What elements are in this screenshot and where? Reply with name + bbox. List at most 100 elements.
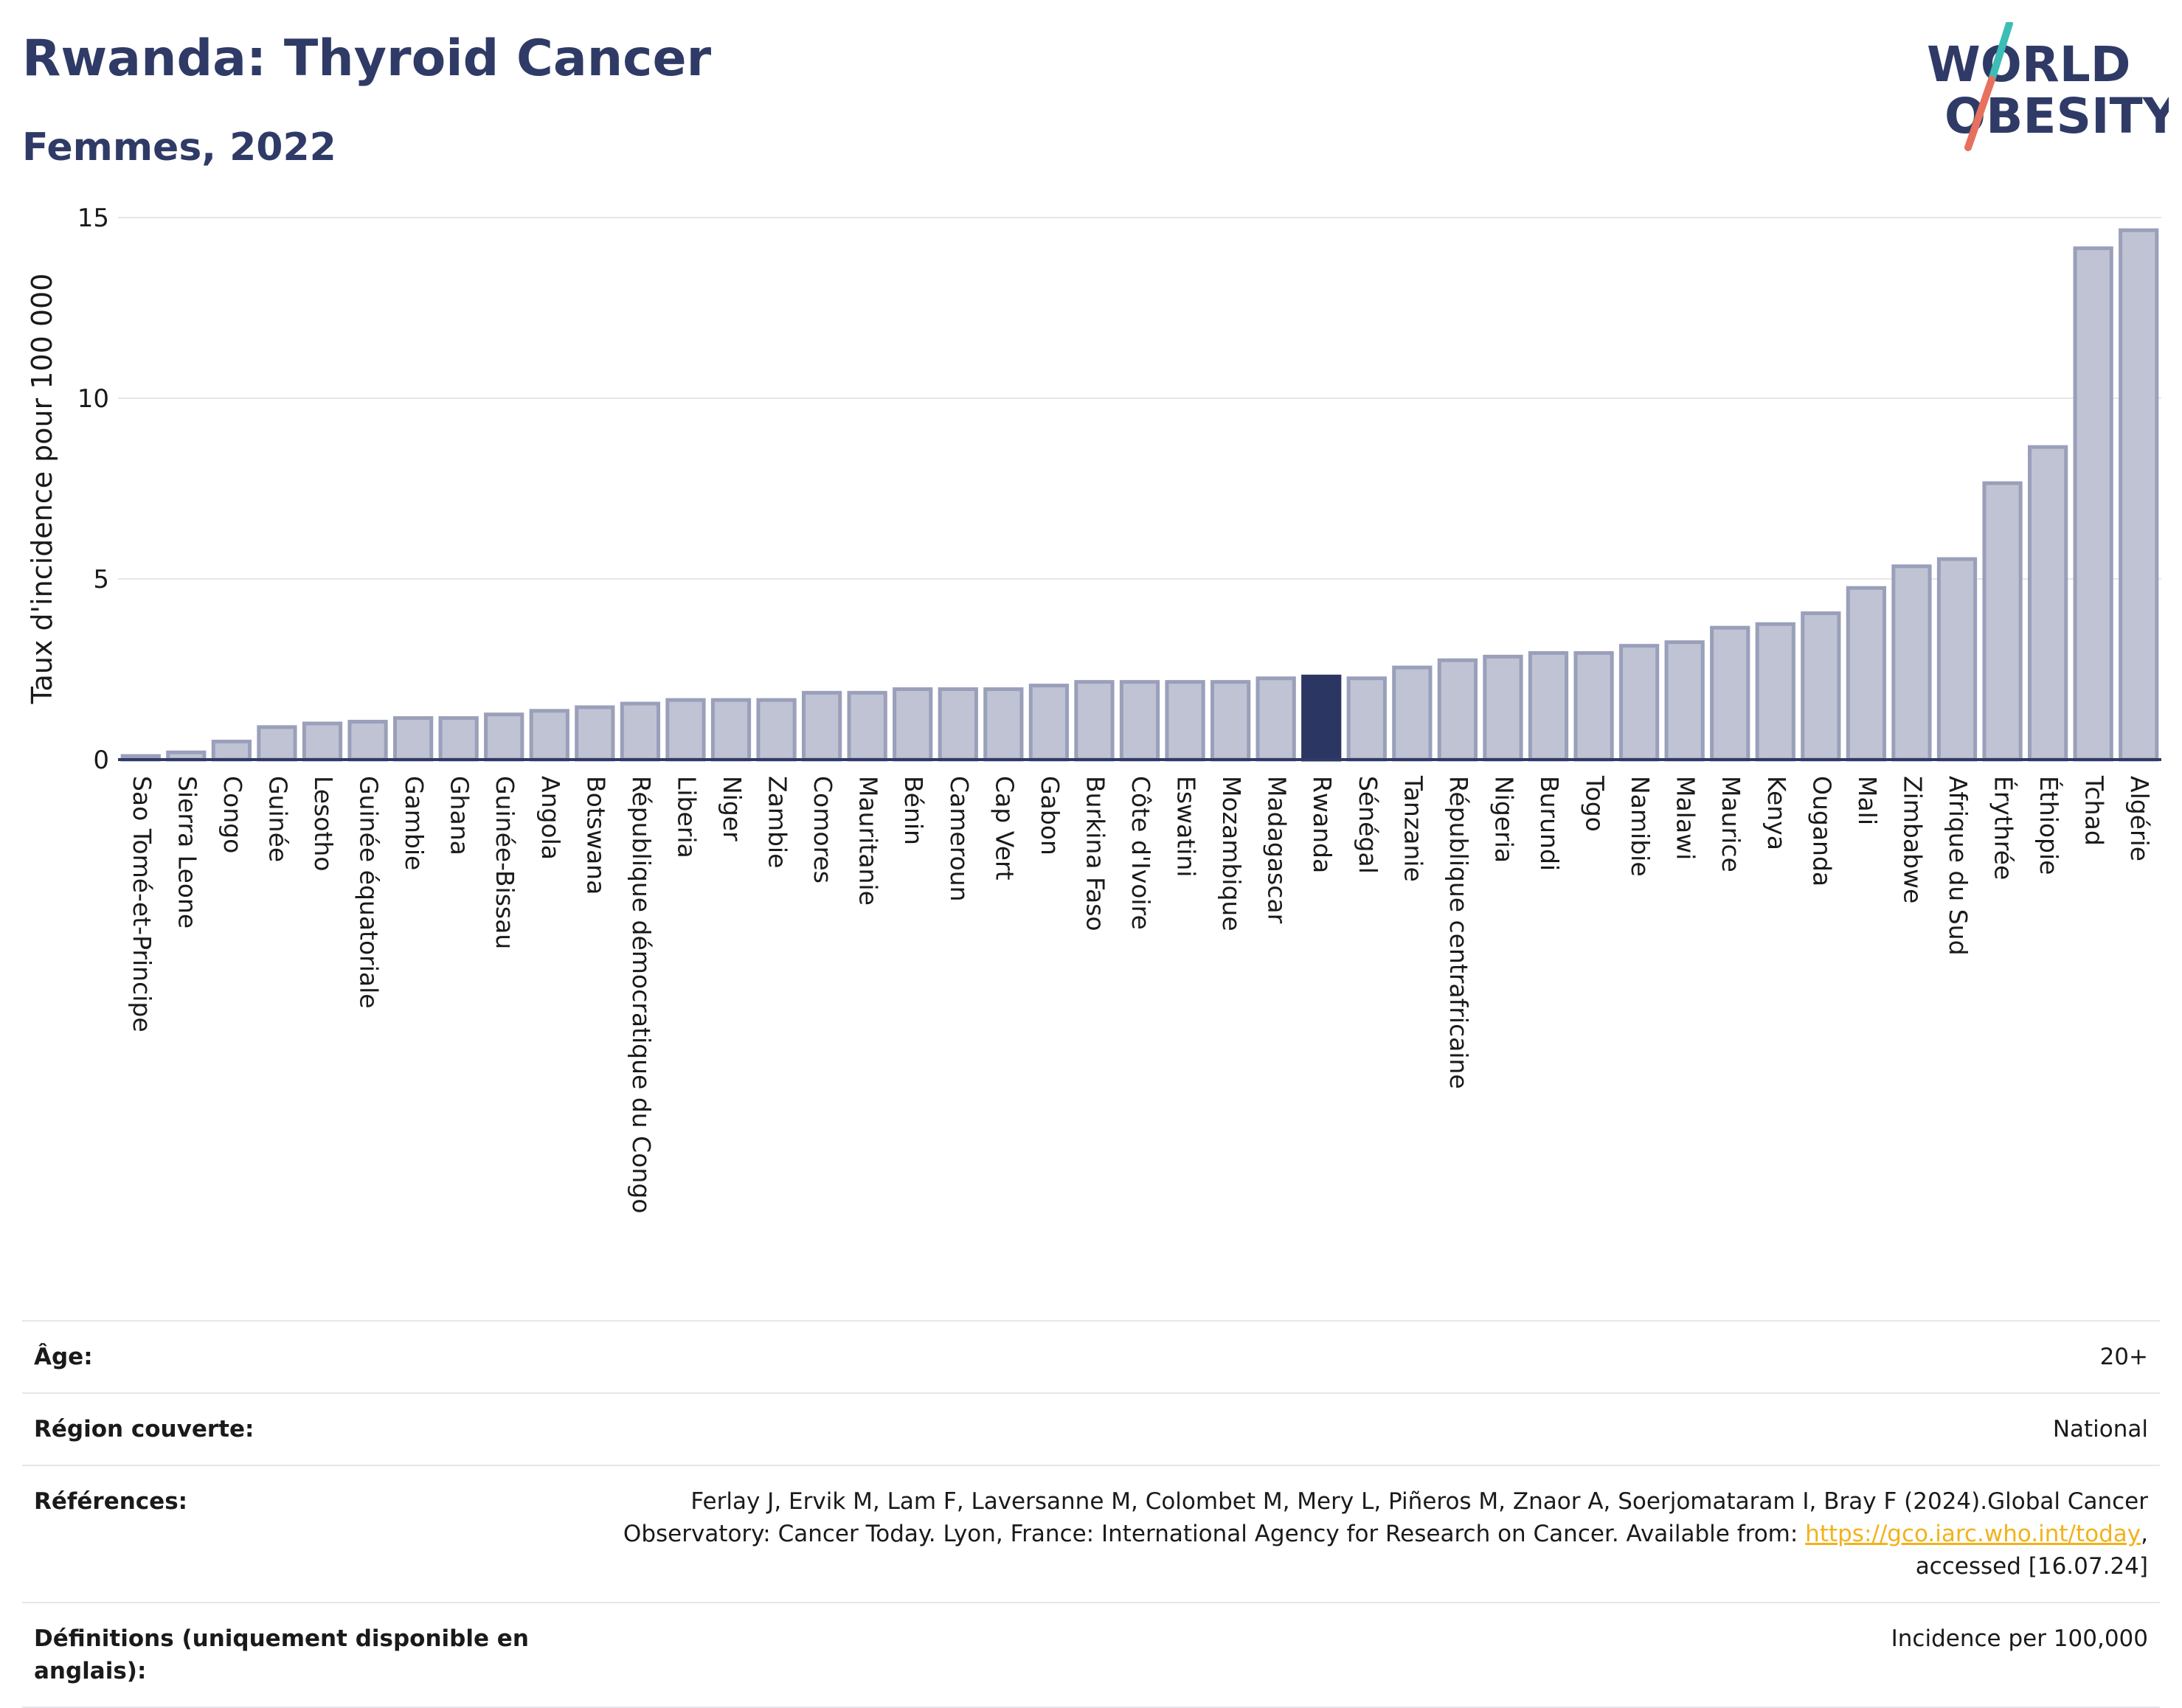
info-row-region: Région couverte: National (22, 1392, 2160, 1465)
bar (1346, 676, 1387, 762)
y-tick-label: 10 (77, 384, 109, 414)
x-tick-label: Afrique du Sud (1944, 776, 1973, 956)
bar (1801, 611, 1841, 762)
bar (575, 705, 615, 762)
x-tick-label: Zambie (763, 776, 792, 868)
references-line-1: Ferlay J, Ervik M, Lam F, Laversanne M, … (690, 1488, 2148, 1515)
bar (302, 721, 343, 762)
y-tick-label: 15 (77, 204, 109, 233)
x-tick-label: Gambie (400, 776, 429, 870)
x-tick-label: Cap Vert (990, 776, 1019, 881)
x-tick-label: Comores (808, 776, 837, 883)
bar (1165, 680, 1205, 762)
references-link[interactable]: https://gco.iarc.who.int/today (1805, 1521, 2141, 1547)
x-tick-label: Sierra Leone (173, 776, 201, 928)
bar (1573, 650, 1614, 762)
x-tick-label: Érythrée (1989, 776, 2019, 880)
bar (392, 716, 434, 762)
bar (1618, 644, 1660, 762)
bar (257, 725, 297, 762)
bar (1074, 680, 1115, 762)
x-tick-label: Nigeria (1489, 776, 1518, 863)
x-tick-label: République centrafricaine (1444, 776, 1473, 1089)
x-tick-label: Maurice (1717, 776, 1745, 872)
x-tick-label: Tchad (2080, 775, 2109, 846)
x-tick-label: Malawi (1672, 776, 1700, 860)
x-tick-label: Congo (218, 776, 247, 853)
y-tick-label: 0 (93, 746, 109, 775)
bar (983, 687, 1024, 762)
bar (1664, 640, 1705, 762)
bar (1437, 658, 1478, 762)
bar (1392, 665, 1433, 762)
x-tick-label: Sao Tomé-et-Principe (128, 776, 156, 1032)
info-row-age: Âge: 20+ (22, 1320, 2160, 1392)
x-tick-label: Rwanda (1308, 776, 1337, 873)
bar (438, 716, 479, 762)
definitions-label: Définitions (uniquement disponible en an… (34, 1625, 529, 1684)
x-tick-label: Niger (718, 776, 747, 841)
logo-text-world: WORLD (1927, 36, 2131, 93)
x-tick-label: Cameroun (945, 776, 974, 902)
x-tick-label: Kenya (1762, 776, 1791, 850)
references-line-3: accessed [16.07.24] (1915, 1553, 2148, 1580)
bar (710, 698, 752, 762)
x-tick-label: Gabon (1036, 776, 1064, 855)
x-tick-label: Togo (1581, 775, 1610, 832)
bar (1755, 622, 1795, 762)
bar (938, 687, 978, 762)
bar (665, 698, 706, 762)
x-tick-label: Burundi (1535, 776, 1564, 871)
bar (1028, 684, 1070, 762)
x-tick-label: Tanzanie (1399, 775, 1427, 882)
bar (1210, 680, 1251, 762)
references-value: Ferlay J, Ervik M, Lam F, Laversanne M, … (623, 1485, 2148, 1583)
region-label: Région couverte: (34, 1416, 254, 1443)
x-tick-label: Botswana (581, 776, 610, 895)
bar (1119, 680, 1160, 762)
bar (756, 698, 797, 762)
x-tick-label: Bénin (899, 776, 928, 845)
bar (1936, 557, 1978, 762)
x-tick-label: Ouganda (1807, 776, 1836, 886)
x-tick-label: Liberia (672, 776, 701, 858)
x-tick-label: Eswatini (1172, 776, 1201, 877)
bar (1891, 564, 1932, 762)
bar (1846, 586, 1887, 762)
definitions-value: Incidence per 100,000 (1891, 1625, 2148, 1652)
x-tick-label: Guinée-Bissau (491, 776, 519, 949)
bar (484, 712, 524, 762)
logo-slash-top (1988, 22, 2013, 83)
bar (2073, 246, 2113, 762)
bar (1255, 676, 1296, 762)
age-value: 20+ (2099, 1344, 2148, 1370)
age-label: Âge: (34, 1344, 93, 1370)
region-value: National (2052, 1416, 2148, 1443)
y-tick-label: 5 (93, 565, 109, 594)
bar (1483, 654, 1523, 762)
page-subtitle: Femmes, 2022 (22, 125, 336, 170)
x-tick-label: Lesotho (309, 776, 338, 872)
bar (1710, 625, 1750, 762)
bar-chart: 0 5 10 15 Sao Tomé-et-Principe Sierra Leone Co… (26, 204, 2161, 1213)
bar (1982, 481, 2023, 762)
bar (893, 687, 933, 762)
references-line-2: Observatory: Cancer Today. Lyon, France:… (623, 1521, 1806, 1547)
bar (2119, 228, 2159, 762)
x-tick-label: Guinée équatoriale (355, 776, 384, 1009)
bar (620, 701, 661, 762)
x-tick-label: Sénégal (1354, 776, 1382, 874)
bar (211, 740, 252, 762)
bar (1528, 650, 1569, 762)
page-title: Rwanda: Thyroid Cancer (22, 29, 712, 88)
bar-highlight (1301, 674, 1342, 762)
x-tick-label: Ghana (446, 776, 474, 855)
world-obesity-logo: WORLD OBESITY (1927, 22, 2169, 151)
x-tick-label: Madagascar (1263, 776, 1292, 924)
x-tick-label: Algérie (2125, 776, 2154, 861)
x-tick-label: Angola (536, 776, 565, 860)
x-tick-label: Mozambique (1217, 776, 1246, 931)
x-tick-label: Namibie (1626, 776, 1655, 877)
y-axis-label: Taux d'incidence pour 100 000 (26, 274, 58, 705)
info-table: Âge: 20+ Région couverte: National Référ… (22, 1320, 2160, 1708)
